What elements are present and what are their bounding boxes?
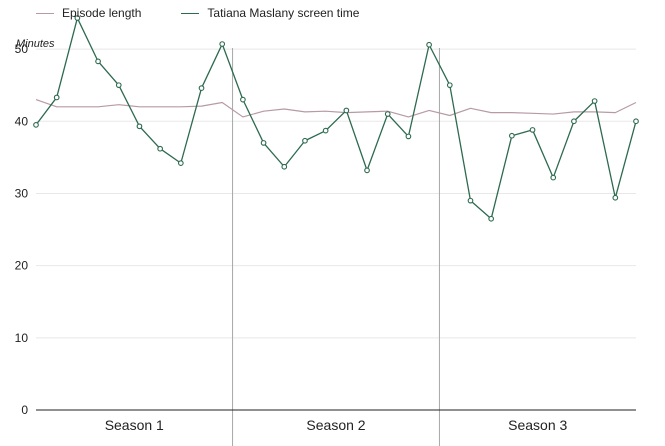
data-point: [95, 58, 101, 65]
data-point: [612, 194, 619, 201]
legend-item-screen-time: Tatiana Maslany screen time: [181, 6, 359, 20]
data-point: [74, 15, 81, 21]
data-point: [219, 41, 226, 47]
y-tick-label: 0: [21, 403, 28, 417]
y-tick-label: 30: [15, 186, 29, 200]
data-point: [198, 85, 205, 91]
data-point: [260, 140, 267, 146]
data-point: [509, 132, 515, 139]
data-point: [157, 145, 163, 152]
season-separators: [232, 48, 440, 446]
data-point: [591, 98, 598, 104]
season-labels: Season 1 Season 2 Season 3: [105, 417, 568, 433]
data-point: [446, 82, 453, 89]
season-label: Season 3: [508, 417, 567, 433]
series-line-0: [35, 99, 637, 118]
data-point: [115, 82, 122, 89]
legend-swatch-screen-time: [181, 12, 200, 14]
data-point: [426, 41, 432, 48]
data-point: [302, 137, 308, 144]
data-point: [53, 94, 60, 101]
y-tick-label: 20: [15, 259, 29, 273]
legend-label-episode-length: Episode length: [62, 6, 142, 20]
data-point: [343, 107, 350, 114]
data-point: [136, 123, 143, 130]
series-line-1: [35, 17, 637, 220]
data-point: [281, 163, 288, 170]
y-tick-label: 10: [15, 331, 29, 345]
gridlines: [36, 48, 636, 339]
legend-label-screen-time: Tatiana Maslany screen time: [207, 6, 360, 20]
season-label: Season 1: [105, 417, 164, 433]
y-tick-label: 40: [15, 114, 29, 128]
data-point: [571, 118, 577, 125]
series-lines: [33, 15, 639, 222]
data-point: [177, 160, 184, 166]
legend-item-episode-length: Episode length: [36, 6, 141, 20]
legend: Episode length Tatiana Maslany screen ti…: [36, 6, 359, 20]
data-point: [364, 167, 370, 174]
data-point: [405, 133, 412, 140]
legend-swatch-episode-length: [36, 12, 54, 14]
data-point: [467, 197, 474, 204]
season-label: Season 2: [306, 417, 365, 433]
data-point: [384, 111, 391, 117]
data-point: [550, 174, 557, 181]
data-point: [529, 127, 536, 133]
y-axis-label: Minutes: [16, 38, 55, 50]
data-point: [322, 127, 329, 134]
data-point: [33, 122, 39, 128]
data-point: [240, 96, 246, 103]
y-tick-labels: 0 10 20 30 40 50: [15, 42, 29, 417]
data-point: [633, 118, 639, 125]
y-tick-label: 50: [15, 42, 29, 56]
data-point: [488, 215, 495, 222]
